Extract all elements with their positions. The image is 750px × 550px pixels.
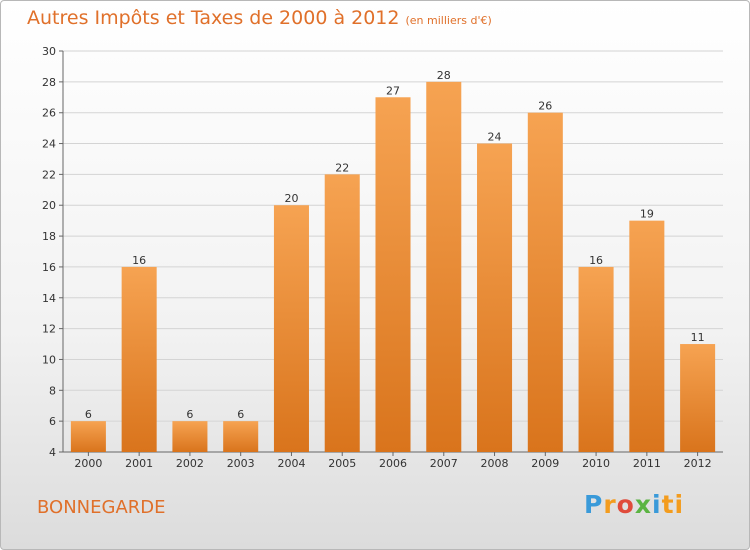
bar-2009: [527, 112, 563, 452]
logo-letter: o: [616, 490, 635, 519]
logo-letter: x: [634, 490, 652, 519]
bar-2001: [121, 266, 157, 452]
x-tick-label-2006: 2006: [379, 457, 407, 470]
bar-2000: [70, 421, 106, 452]
logo-letter: r: [603, 490, 617, 519]
y-tick-label: 16: [42, 261, 56, 274]
bar-2004: [273, 205, 309, 452]
y-tick-label: 10: [42, 353, 56, 366]
data-label-2011: 19: [640, 208, 654, 221]
x-tick-label-2007: 2007: [430, 457, 458, 470]
bar-2007: [426, 81, 462, 452]
x-tick-label-2003: 2003: [227, 457, 255, 470]
y-tick-label: 4: [49, 446, 56, 459]
y-tick-label: 26: [42, 107, 56, 120]
y-tick-label: 18: [42, 230, 56, 243]
x-tick-label-2011: 2011: [633, 457, 661, 470]
bars: [70, 81, 716, 453]
data-label-2007: 28: [437, 69, 451, 82]
bar-2002: [172, 421, 208, 452]
data-label-2002: 6: [186, 408, 193, 421]
bar-2008: [477, 143, 513, 453]
logo-letter: i: [652, 490, 662, 519]
x-tick-label-2009: 2009: [531, 457, 559, 470]
data-labels: 6 16 6 6 20 22 27 28 24 26 16 19 11: [85, 69, 705, 421]
data-label-2010: 16: [589, 254, 603, 267]
chart-title-text: Autres Impôts et Taxes de 2000 à 2012: [27, 7, 400, 29]
data-label-2006: 27: [386, 84, 400, 97]
chart-unit: (en milliers d'€): [405, 14, 492, 27]
y-tick-label: 22: [42, 168, 56, 181]
proxiti-logo: Proxiti: [584, 490, 684, 519]
logo-letter: P: [584, 490, 604, 519]
bar-2003: [223, 421, 259, 452]
x-tick-label-2001: 2001: [125, 457, 153, 470]
data-label-2001: 16: [132, 254, 146, 267]
x-tick-label-2010: 2010: [582, 457, 610, 470]
x-tick-label-2000: 2000: [74, 457, 102, 470]
x-tick-label-2002: 2002: [176, 457, 204, 470]
y-tick-label: 12: [42, 323, 56, 336]
x-tick-label-2008: 2008: [481, 457, 509, 470]
logo-letter: ti: [661, 490, 685, 519]
y-tick-label: 30: [42, 45, 56, 58]
y-tick-label: 8: [49, 384, 56, 397]
x-tick-label-2005: 2005: [328, 457, 356, 470]
y-tick-label: 6: [49, 415, 56, 428]
bar-2006: [375, 97, 411, 453]
bar-2005: [324, 174, 360, 452]
data-label-2003: 6: [237, 408, 244, 421]
y-tick-label: 20: [42, 199, 56, 212]
y-tick-label: 14: [42, 292, 56, 305]
y-tick-label: 28: [42, 76, 56, 89]
x-tick-label-2012: 2012: [684, 457, 712, 470]
chart-title: Autres Impôts et Taxes de 2000 à 2012 (en…: [27, 7, 492, 29]
data-label-2000: 6: [85, 408, 92, 421]
data-label-2009: 26: [538, 100, 552, 113]
data-label-2005: 22: [335, 161, 349, 174]
bar-2012: [680, 344, 716, 452]
data-label-2004: 20: [284, 192, 298, 205]
bar-2011: [629, 220, 665, 452]
place-name: BONNEGARDE: [37, 497, 166, 518]
y-tick-label: 24: [42, 138, 56, 151]
data-label-2008: 24: [488, 131, 502, 144]
data-label-2012: 11: [691, 331, 705, 344]
x-tick-label-2004: 2004: [277, 457, 305, 470]
bar-2010: [578, 266, 614, 452]
